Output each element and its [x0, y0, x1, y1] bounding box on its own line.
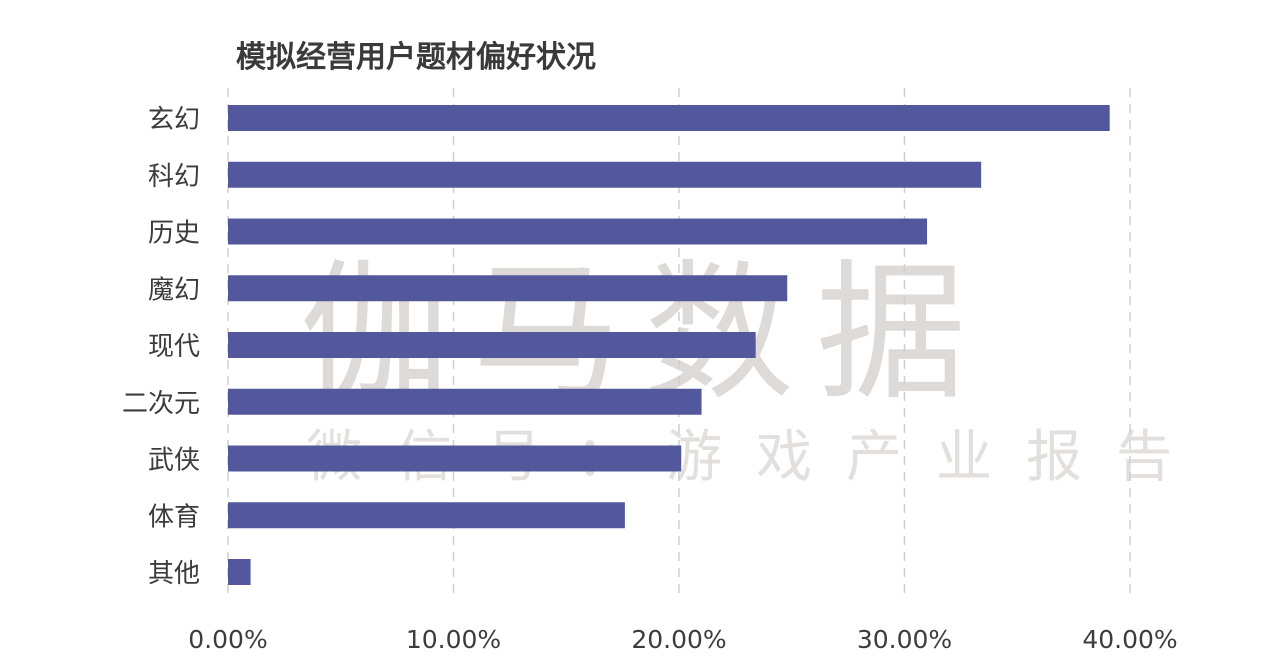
x-tick-label-4: 40.00% — [1082, 625, 1177, 654]
bar-4 — [228, 332, 756, 358]
bar-2 — [228, 218, 928, 245]
x-tick-label-2: 20.00% — [631, 625, 726, 654]
category-label-0: 玄幻 — [148, 105, 200, 135]
category-label-8: 其他 — [148, 559, 200, 589]
x-tick-label-1: 10.00% — [406, 625, 501, 654]
bar-3 — [228, 275, 788, 302]
category-label-5: 二次元 — [122, 389, 200, 419]
bar-5 — [228, 388, 702, 415]
category-label-1: 科幻 — [148, 162, 200, 192]
category-label-3: 魔幻 — [148, 275, 200, 305]
category-label-2: 历史 — [148, 219, 200, 249]
bar-1 — [228, 161, 982, 188]
x-tick-label-3: 30.00% — [857, 625, 952, 654]
category-label-4: 现代 — [148, 332, 200, 362]
x-tick-label-0: 0.00% — [188, 625, 267, 654]
bar-7 — [228, 502, 625, 529]
chart-title: 模拟经营用户题材偏好状况 — [236, 40, 596, 75]
bar-8 — [228, 559, 251, 585]
bar-6 — [228, 445, 682, 472]
bar-0 — [228, 105, 1110, 131]
category-label-6: 武侠 — [148, 446, 200, 476]
category-label-7: 体育 — [148, 502, 200, 532]
